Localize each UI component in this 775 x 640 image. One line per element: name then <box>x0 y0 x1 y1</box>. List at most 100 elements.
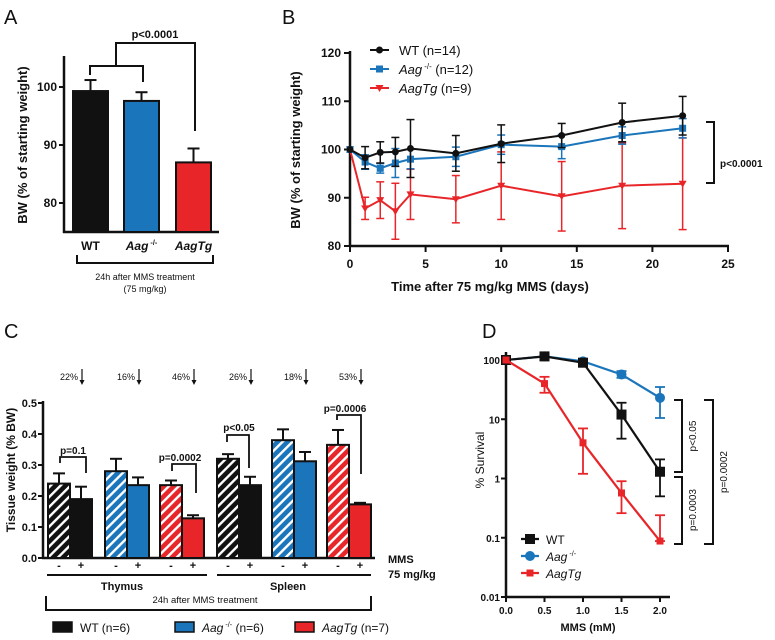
data-point-wt <box>655 466 665 477</box>
data-point-aag <box>376 164 384 172</box>
legend-label: Aag -/- (n=12) <box>398 62 473 77</box>
down-arrow-icon <box>191 380 197 385</box>
down-arrow-icon <box>358 380 364 385</box>
data-point-wt <box>391 148 399 156</box>
legend-label-n: (n=14) <box>419 43 461 58</box>
data-point-aagtg <box>376 197 385 205</box>
significance-bracket <box>59 456 87 473</box>
x-tick-label-name: Aag <box>125 239 149 253</box>
panel-label-a: A <box>4 7 18 29</box>
legend-label-name: WT <box>546 533 565 547</box>
data-point-wt <box>361 154 369 162</box>
bar-spleen-wt-untreated <box>216 457 240 559</box>
treatment-axis-label: 75 mg/kg <box>388 569 436 581</box>
y-tick-label: 0.0 <box>22 553 37 565</box>
x-tick-label: 25 <box>721 257 735 271</box>
legend-label-name: Aag <box>398 62 423 77</box>
significance-bracket <box>336 414 362 474</box>
legend-label: WT (n=6) <box>80 621 130 635</box>
bar-spleen-aag-treated <box>293 460 317 559</box>
panel-label-b: B <box>282 7 295 29</box>
data-point-aagtg <box>361 205 370 213</box>
bar-thymus-aag-treated <box>126 484 150 559</box>
x-tick-label-name: WT <box>81 239 100 253</box>
y-tick-label: 80 <box>44 196 58 210</box>
reduction-label: 22% <box>60 372 78 382</box>
reduction-label: 16% <box>117 372 135 382</box>
y-tick-label: 90 <box>44 138 58 152</box>
y-tick-label: 0.1 <box>486 534 500 545</box>
bar-spleen-aagtg-treated <box>348 503 372 559</box>
bar-aagtg <box>175 161 212 233</box>
significance-bracket <box>704 399 714 545</box>
down-arrow-icon <box>79 380 85 385</box>
legend-marker <box>525 534 535 544</box>
x-axis-title: Time after 75 mg/kg MMS (days) <box>391 279 589 294</box>
y-tick-label: 1 <box>494 475 500 486</box>
bar-spleen-aag-untreated <box>271 439 295 560</box>
x-tick-label: 1.0 <box>576 606 590 617</box>
treatment-sign: - <box>114 560 118 572</box>
x-tick-label: 0.0 <box>499 606 513 617</box>
treatment-sign: + <box>302 560 308 572</box>
y-tick-label: 100 <box>483 356 500 367</box>
footnote: 24h after MMS treatment <box>95 272 195 282</box>
x-tick-label: AagTg <box>174 239 213 253</box>
p-value-label: p<0.05 <box>688 420 699 451</box>
data-point-aagtg <box>579 439 587 447</box>
legend-label: AagTg (n=7) <box>321 621 389 635</box>
bar-wt <box>72 90 109 233</box>
data-point-aag <box>655 392 665 403</box>
x-tick-label: 2.0 <box>653 606 667 617</box>
treatment-sign: - <box>336 560 340 572</box>
bar-thymus-wt-treated <box>69 498 93 560</box>
bar-spleen-wt-treated <box>238 484 262 559</box>
y-axis-title: Tissue weight (% BW) <box>4 408 18 532</box>
p-value-label: p=0.1 <box>60 446 86 457</box>
series-line-aag <box>349 127 683 170</box>
data-point-aagtg <box>497 182 506 190</box>
p-value-label: p=0.0006 <box>324 404 367 415</box>
x-tick-label-name: AagTg <box>174 239 213 253</box>
data-point-wt <box>406 145 414 153</box>
y-tick-label: 0.3 <box>22 460 37 472</box>
data-point-wt <box>578 357 588 368</box>
p-value-label: p=0.0002 <box>719 451 730 493</box>
legend-label-name: AagTg <box>321 621 358 635</box>
x-axis-title: MMS (mM) <box>561 622 616 634</box>
treatment-sign: + <box>135 560 141 572</box>
legend-label-name: AagTg <box>545 567 582 581</box>
panel-c-bar-chart: 0.0 0.1 0.2 0.3 0.4 0.5 Tissue weight (% BW) - +… <box>4 369 436 635</box>
x-tick-label-sup: -/- <box>148 238 157 247</box>
data-point-wt <box>346 146 354 153</box>
bar-thymus-aag-untreated <box>104 470 128 560</box>
y-axis-title: BW (% of starting weight) <box>15 66 30 223</box>
data-point-wt <box>452 149 460 157</box>
treatment-sign: - <box>169 560 173 572</box>
y-tick-label: 90 <box>328 191 342 205</box>
data-point-wt <box>497 140 505 148</box>
y-tick-label: 10 <box>489 415 501 426</box>
y-tick-label: 0.2 <box>22 491 37 503</box>
y-tick-label: 0.4 <box>22 429 38 441</box>
condition-bracket <box>45 596 372 611</box>
legend-label-n: (n=6) <box>98 621 130 635</box>
significance-bracket <box>171 463 197 493</box>
data-point-aagtg <box>678 180 687 188</box>
x-tick-label: WT <box>81 239 100 253</box>
legend-swatch-aag <box>174 621 195 633</box>
legend-marker <box>376 65 383 73</box>
legend-label-name: Aag <box>545 550 568 564</box>
y-tick-label: 100 <box>321 143 341 157</box>
significance-bracket <box>89 65 144 82</box>
legend-label-name: AagTg <box>398 81 438 96</box>
series-line-aagtg <box>349 149 683 213</box>
legend-label-n: (n=9) <box>437 81 471 96</box>
y-axis-title: BW (% of starting weight) <box>288 71 303 228</box>
legend-label-n: (n=7) <box>357 621 389 635</box>
significance-bracket <box>674 399 683 473</box>
reduction-label: 46% <box>172 372 190 382</box>
data-point-wt <box>618 118 626 126</box>
legend-label-sup: -/- <box>567 549 576 558</box>
legend-marker <box>376 46 383 54</box>
